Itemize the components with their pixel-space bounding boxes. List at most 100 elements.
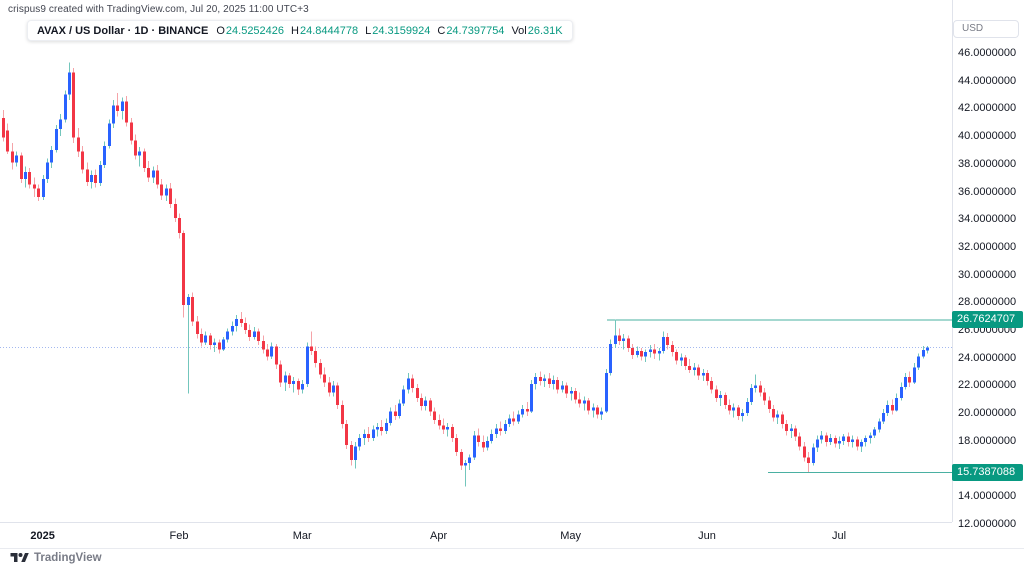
candle — [561, 381, 564, 393]
candle — [504, 420, 507, 434]
candle — [270, 342, 273, 360]
candle — [279, 360, 282, 387]
candle — [614, 319, 617, 349]
candle — [574, 388, 577, 404]
candle — [834, 435, 837, 448]
candle — [552, 375, 555, 390]
candle — [424, 396, 427, 411]
candle — [90, 170, 93, 189]
symbol-title[interactable]: AVAX / US Dollar · 1D · BINANCE — [37, 24, 209, 37]
candle — [891, 399, 894, 415]
candle — [187, 293, 190, 394]
symbol-legend[interactable]: AVAX / US Dollar · 1D · BINANCE O 24.5252… — [27, 20, 573, 41]
candle — [200, 328, 203, 347]
candle — [134, 134, 137, 160]
chart-attribution-text: crispus9 created with TradingView.com, J… — [8, 4, 309, 15]
price-axis[interactable]: USD 46.0000000 44.0000000 42.0000000 40.000… — [952, 0, 1024, 548]
candle — [121, 97, 124, 120]
candle — [59, 113, 62, 137]
candle — [108, 119, 111, 149]
candle — [240, 311, 243, 328]
price-tick-label: 38.0000000 — [958, 157, 1017, 170]
candle — [526, 402, 529, 416]
candle — [248, 324, 251, 342]
candle — [2, 109, 5, 142]
candle — [46, 158, 49, 184]
candle — [94, 169, 97, 188]
candle — [627, 335, 630, 353]
candle — [842, 433, 845, 445]
chart-pane[interactable] — [0, 0, 952, 522]
candle — [416, 384, 419, 403]
candle — [732, 403, 735, 418]
candle — [680, 353, 683, 367]
candle — [468, 454, 471, 470]
candle — [477, 428, 480, 447]
candle — [394, 404, 397, 421]
high-label: H — [291, 24, 299, 37]
candle — [130, 118, 133, 145]
candle — [596, 404, 599, 419]
candle — [592, 403, 595, 418]
candle — [50, 145, 53, 168]
price-tick-label: 40.0000000 — [958, 130, 1017, 143]
candle — [530, 379, 533, 414]
candle — [904, 372, 907, 390]
candle — [719, 390, 722, 407]
currency-unit-button[interactable]: USD — [953, 20, 1019, 38]
candle — [350, 440, 353, 466]
candle — [376, 422, 379, 437]
candle — [86, 162, 89, 186]
candle — [398, 399, 401, 419]
widget-bottom-border — [0, 548, 1024, 549]
candle — [191, 292, 194, 326]
candle — [750, 384, 753, 405]
candle — [864, 435, 867, 447]
tradingview-attribution-link[interactable]: TradingView — [10, 551, 102, 565]
candle — [204, 331, 207, 346]
candle — [33, 177, 36, 198]
candle — [446, 422, 449, 437]
candle — [873, 426, 876, 439]
candle — [288, 372, 291, 389]
candle — [882, 408, 885, 425]
price-tick-label: 30.0000000 — [958, 268, 1017, 281]
time-axis-separator — [0, 522, 952, 523]
candle — [697, 364, 700, 380]
candle — [587, 397, 590, 415]
candle — [605, 368, 608, 414]
candle — [578, 392, 581, 408]
close-label: C — [437, 24, 446, 37]
candle — [675, 349, 678, 365]
candle — [42, 174, 45, 200]
candle — [169, 183, 172, 209]
tradingview-brand-text: TradingView — [34, 552, 102, 564]
candle — [81, 145, 84, 174]
candle — [231, 321, 234, 336]
candle — [702, 368, 705, 382]
candle — [310, 331, 313, 355]
candle — [20, 152, 23, 184]
time-tick-label: Jul — [831, 530, 847, 542]
candle — [37, 184, 40, 202]
candle — [438, 414, 441, 430]
candle — [257, 328, 260, 346]
candle — [363, 429, 366, 445]
candle — [213, 338, 216, 353]
price-tick-label: 24.0000000 — [958, 351, 1017, 364]
candle — [886, 400, 889, 416]
candle — [671, 341, 674, 357]
candle — [138, 147, 141, 167]
candle — [420, 393, 423, 411]
candle — [618, 328, 621, 346]
candle — [152, 166, 155, 184]
candle — [724, 392, 727, 409]
candle — [816, 435, 819, 452]
candle — [55, 125, 58, 153]
candle — [570, 386, 573, 401]
price-tick-label: 44.0000000 — [958, 74, 1017, 87]
time-axis[interactable]: 2025 Feb Mar Apr May Jun Jul — [0, 523, 952, 548]
candle — [165, 184, 168, 202]
candle — [913, 363, 916, 385]
candle — [908, 371, 911, 387]
